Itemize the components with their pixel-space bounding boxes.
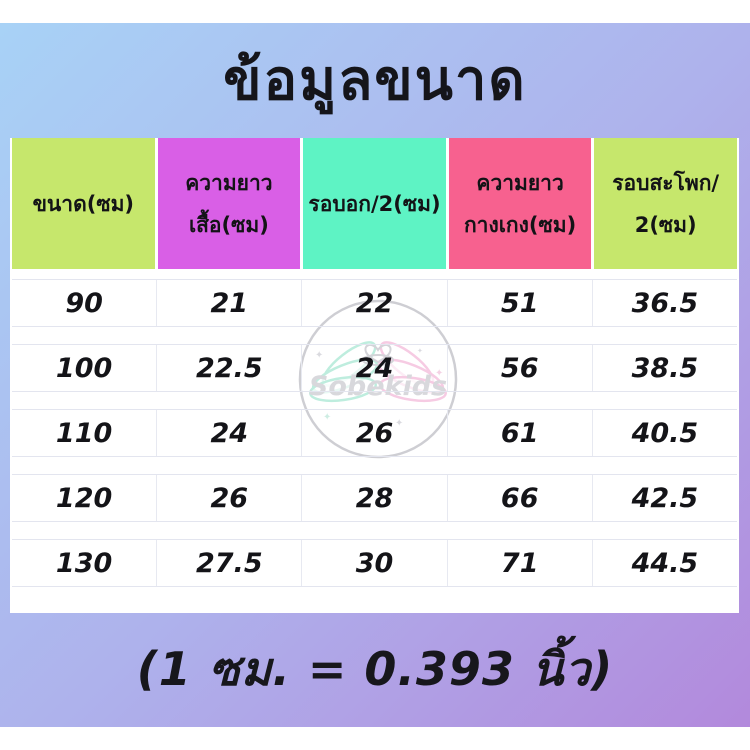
table-header-row: ขนาด(ซม) ความยาวเสื้อ(ซม) รอบอก/2(ซม) ความย… (10, 138, 739, 269)
unit-conversion-note: (1 ซม. = 0.393 นิ้ว) (136, 641, 614, 696)
table-row: 110 24 26 61 40.5 (12, 409, 737, 457)
table-cell: 26 (157, 475, 303, 521)
column-header-label: 2(ซม) (634, 212, 697, 237)
table-row: 90 21 22 51 36.5 (12, 279, 737, 327)
table-cell: 22.5 (157, 345, 303, 391)
table-cell: 120 (12, 475, 158, 521)
column-header-label: เสื้อ(ซม) (188, 212, 269, 237)
table-cell: 24 (157, 410, 303, 456)
table-cell: 90 (12, 280, 158, 326)
column-header-label: รอบอก/2(ซม) (308, 191, 441, 216)
column-header-label: รอบสะโพก/ (612, 170, 720, 195)
table-cell: 28 (302, 475, 448, 521)
table-cell: 51 (448, 280, 593, 326)
table-cell: 44.5 (631, 547, 699, 579)
size-table: ✦ ✦ ✦ ✦ ✦ Sobekids ขนาด(ซม) ความยาว เสื้อ(… (10, 138, 739, 613)
table-row: 130 27.5 30 71 44.5 (12, 539, 737, 587)
top-white-bar (0, 0, 750, 23)
gradient-background: ข้อมูลขนาด (0, 23, 750, 727)
table-cell: 24 (302, 345, 448, 391)
table-cell: 61 (448, 410, 593, 456)
column-header-size: ขนาด(ซม) (12, 138, 155, 269)
table-cell: 42.5 (631, 482, 699, 514)
column-header-label: กางเกง(ซม) (463, 212, 577, 237)
table-cell: 130 (12, 540, 158, 586)
table-cell: 27.5 (157, 540, 303, 586)
table-body: 90 21 22 51 36.5 100 22.5 24 56 38.5 110 24 26 61 40.5… (10, 269, 739, 587)
table-row: 120 26 28 66 42.5 (12, 474, 737, 522)
table-row: 100 22.5 24 56 38.5 (12, 344, 737, 392)
column-header-label: ความยาว (476, 170, 564, 195)
table-cell: 26 (302, 410, 448, 456)
column-header-shirt-length: ความยาวเสื้อ(ซม) (157, 138, 301, 269)
column-header-pants-length: ความยาวกางเกง(ซม) (448, 138, 592, 269)
column-header-label: ขนาด(ซม) (32, 191, 135, 216)
table-cell: 22 (302, 280, 448, 326)
table-cell: 40.5 (631, 417, 699, 449)
table-cell: 66 (448, 475, 593, 521)
table-cell: 71 (448, 540, 593, 586)
column-header-label: ความยาว (185, 170, 273, 195)
table-cell: 30 (302, 540, 448, 586)
table-cell: 38.5 (631, 352, 699, 384)
page-title: ข้อมูลขนาด (223, 47, 527, 113)
bottom-white-bar (0, 727, 750, 750)
table-cell: 100 (12, 345, 158, 391)
table-cell: 110 (12, 410, 158, 456)
table-cell: 36.5 (631, 287, 699, 319)
column-header-hip-half: รอบสะโพก/2(ซม) (594, 138, 737, 269)
table-cell: 21 (157, 280, 303, 326)
table-cell: 56 (448, 345, 593, 391)
column-header-chest-half: รอบอก/2(ซม) (303, 138, 446, 269)
